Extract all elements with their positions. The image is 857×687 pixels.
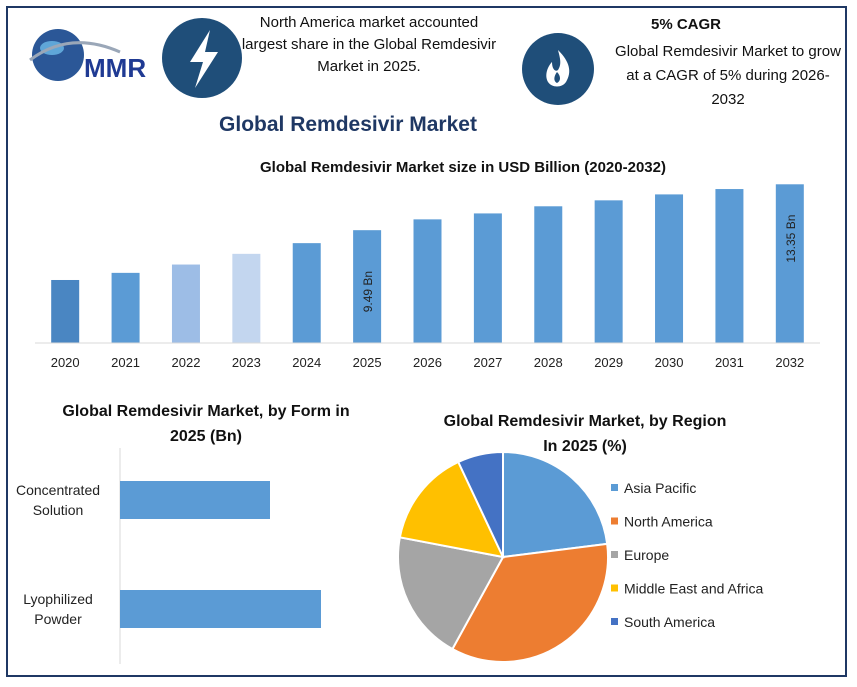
chart3-legend: Asia Pacific North America Europe Middle Ea… xyxy=(611,480,764,630)
chart2-title-line1: Global Remdesivir Market, by Form in xyxy=(62,403,349,420)
chart3-title-line1: Global Remdesivir Market, by Region xyxy=(444,413,727,430)
fact1-text: North America market accounted largest s… xyxy=(241,14,497,75)
logo-text: MMR xyxy=(84,53,146,83)
x-tick-label: 2032 xyxy=(775,355,804,370)
bar-data-label: 9.49 Bn xyxy=(361,271,375,312)
bar-2025 xyxy=(353,230,382,343)
x-tick-label: 2021 xyxy=(111,355,140,370)
legend-label: South America xyxy=(624,614,715,630)
bar-2024 xyxy=(292,243,321,343)
bar-2026 xyxy=(413,219,442,343)
x-tick-label: 2030 xyxy=(655,355,684,370)
legend-label: Asia Pacific xyxy=(624,480,696,496)
x-tick-label: 2022 xyxy=(172,355,201,370)
y-tick-label: Lyophilized xyxy=(23,591,93,607)
x-tick-label: 2020 xyxy=(51,355,80,370)
x-tick-label: 2028 xyxy=(534,355,563,370)
bar-2032 xyxy=(775,184,804,343)
x-tick-label: 2027 xyxy=(473,355,502,370)
hbar-1 xyxy=(120,590,321,628)
legend-swatch xyxy=(611,584,618,592)
x-tick-label: 2023 xyxy=(232,355,261,370)
flame-icon xyxy=(522,33,594,105)
pie-slice-3 xyxy=(398,460,505,559)
bar-2021 xyxy=(111,272,140,343)
pie-slice-1 xyxy=(451,542,609,663)
mmr-logo: MMR xyxy=(29,29,146,83)
x-tick-label: 2029 xyxy=(594,355,623,370)
page-title: Global Remdesivir Market xyxy=(219,113,477,136)
x-tick-label: 2024 xyxy=(292,355,321,370)
fact2-title: 5% CAGR xyxy=(650,16,721,33)
legend-label: Middle East and Africa xyxy=(624,581,764,597)
legend-swatch xyxy=(611,484,618,491)
hbar-0 xyxy=(120,481,270,519)
chart3-pie xyxy=(397,450,609,663)
chart3-title-line2: In 2025 (%) xyxy=(543,438,627,455)
bar-2022 xyxy=(171,264,200,343)
bar-2020 xyxy=(51,279,80,343)
legend-swatch xyxy=(611,517,618,525)
pie-slice-4 xyxy=(456,450,504,558)
chart1-bars: 2020 2021 2022 2023 2024 2025 9.49 Bn 2026 2027 2… xyxy=(51,184,804,370)
bar-2023 xyxy=(232,253,261,343)
pie-slice-0 xyxy=(502,450,609,559)
x-tick-label: 2025 xyxy=(353,355,382,370)
bar-2031 xyxy=(715,189,744,343)
y-tick-label: Powder xyxy=(34,611,82,627)
chart1-title: Global Remdesivir Market size in USD Bil… xyxy=(260,159,666,176)
y-tick-label: Solution xyxy=(33,502,84,518)
bar-2029 xyxy=(594,200,623,343)
bar-2027 xyxy=(473,213,502,343)
logo-swoosh xyxy=(29,41,121,62)
bar-data-label: 13.35 Bn xyxy=(784,215,798,263)
bar-2028 xyxy=(534,206,563,343)
lightning-bolt-icon xyxy=(162,18,242,98)
legend-label: North America xyxy=(624,514,713,530)
legend-swatch xyxy=(611,618,618,625)
y-tick-label: Concentrated xyxy=(16,482,100,498)
fact2-text: Global Remdesivir Market to grow at a CA… xyxy=(615,43,841,108)
pie-slice-2 xyxy=(397,536,505,651)
legend-swatch xyxy=(611,551,618,558)
chart2-title-line2: 2025 (Bn) xyxy=(170,428,242,445)
x-tick-label: 2031 xyxy=(715,355,744,370)
bar-2030 xyxy=(655,194,684,343)
legend-label: Europe xyxy=(624,547,669,563)
x-tick-label: 2026 xyxy=(413,355,442,370)
chart2-bars: Concentrated Solution Lyophilized Powder xyxy=(16,481,321,628)
